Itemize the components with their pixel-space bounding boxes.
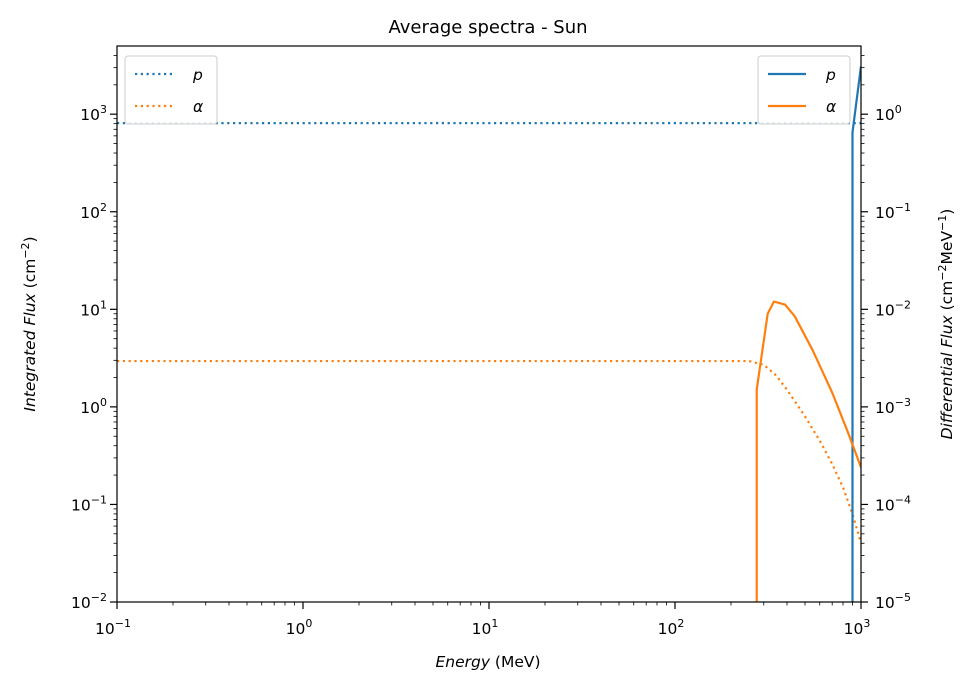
y-right-label-mid: MeV (938, 231, 956, 265)
x-axis-label-unit: (MeV) (490, 653, 541, 671)
legend-right-p-label: p (825, 66, 836, 84)
legend-left-alpha-label: α (193, 98, 203, 116)
y-right-tick-label: 10−1 (875, 201, 911, 222)
x-tick-label: 103 (844, 617, 871, 638)
y-left-tick-label: 101 (80, 298, 107, 319)
y-left-tick-label: 100 (80, 396, 107, 417)
x-axis-label-italic: Energy (435, 653, 490, 671)
y-right-label-sup2: −1 (936, 215, 949, 231)
tick-labels: 10−1 100 101 102 10310−210−110010110210310−5… (71, 103, 911, 638)
series-layer (117, 66, 861, 602)
y-left-label-end: ) (21, 236, 39, 242)
y-left-tick-label: 10−2 (71, 591, 107, 612)
y-right-label-sup: −2 (936, 264, 949, 280)
y-right-tick-label: 10−2 (875, 298, 911, 319)
y-left-label-sup: −2 (19, 242, 32, 258)
x-tick-label: 101 (472, 617, 499, 638)
y-left-tick-label: 103 (80, 103, 107, 124)
y-left-label-unit: (cm (21, 259, 39, 294)
y-left-tick-label: 10−1 (71, 493, 107, 514)
y-right-tick-label: 10−5 (875, 591, 911, 612)
y-right-label-italic: Differential Flux (938, 314, 956, 439)
x-tick-label: 100 (286, 617, 313, 638)
series-left-alpha-line (117, 359, 861, 544)
legend-right-alpha-label: α (826, 98, 836, 116)
y-right-tick-label: 10−4 (875, 493, 911, 514)
y-left-axis-label: Integrated Flux (cm−2) (19, 236, 39, 411)
y-right-label-unit: (cm (938, 281, 956, 316)
y-right-tick-label: 10−3 (875, 396, 911, 417)
y-left-tick-label: 102 (80, 201, 107, 222)
y-right-tick-label: 100 (875, 103, 902, 124)
x-axis-label: Energy (MeV) (435, 653, 540, 671)
legend-right: p α (757, 55, 851, 125)
y-right-label-end: ) (938, 209, 956, 215)
x-tick-label: 102 (658, 617, 685, 638)
series-right-alpha-line (755, 300, 861, 602)
x-tick-label: 10−1 (95, 617, 131, 638)
legend-left-p-label: p (192, 66, 203, 84)
ticks-layer (110, 55, 868, 609)
y-right-axis-label: Differential Flux (cm−2MeV−1) (936, 209, 956, 440)
legend-left: p α (124, 55, 218, 125)
y-left-label-italic: Integrated Flux (21, 292, 39, 411)
chart-title: Average spectra - Sun (388, 17, 587, 38)
